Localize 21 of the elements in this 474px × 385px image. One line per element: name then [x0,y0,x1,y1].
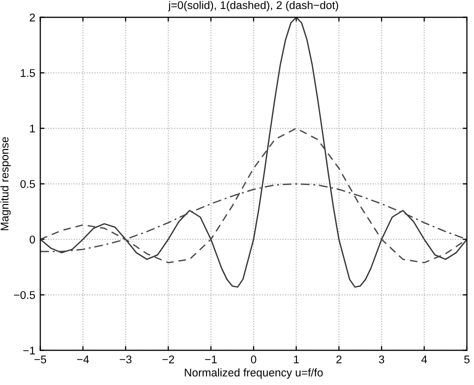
x-tick-label: 4 [421,356,427,364]
x-tick-label: −5 [34,356,46,364]
x-tick-label: 0 [250,356,256,364]
y-tick-label: 2 [30,14,35,22]
x-tick-label: −2 [162,356,174,364]
y-tick-label: −0.5 [14,291,35,299]
y-axis-title: Magnitud response [0,137,11,230]
x-tick-label: 2 [336,356,342,364]
x-tick-label: −1 [205,356,217,364]
x-tick-label: 1 [294,356,299,364]
y-tick-label: 1 [30,124,35,132]
chart-title: j=0(solid), 1(dashed), 2 (dash−dot) [168,0,338,12]
y-tick-label: 1.5 [20,69,35,77]
x-tick-label: −4 [77,356,89,364]
x-tick-label: 5 [464,356,470,364]
x-axis-title: Normalized frequency u=f/fo [184,368,323,379]
x-tick-label: 3 [378,356,384,364]
y-tick-label: 0.5 [20,180,35,188]
y-tick-label: −1 [23,346,35,354]
x-tick-label: −3 [120,356,132,364]
y-tick-label: 0 [30,236,35,244]
